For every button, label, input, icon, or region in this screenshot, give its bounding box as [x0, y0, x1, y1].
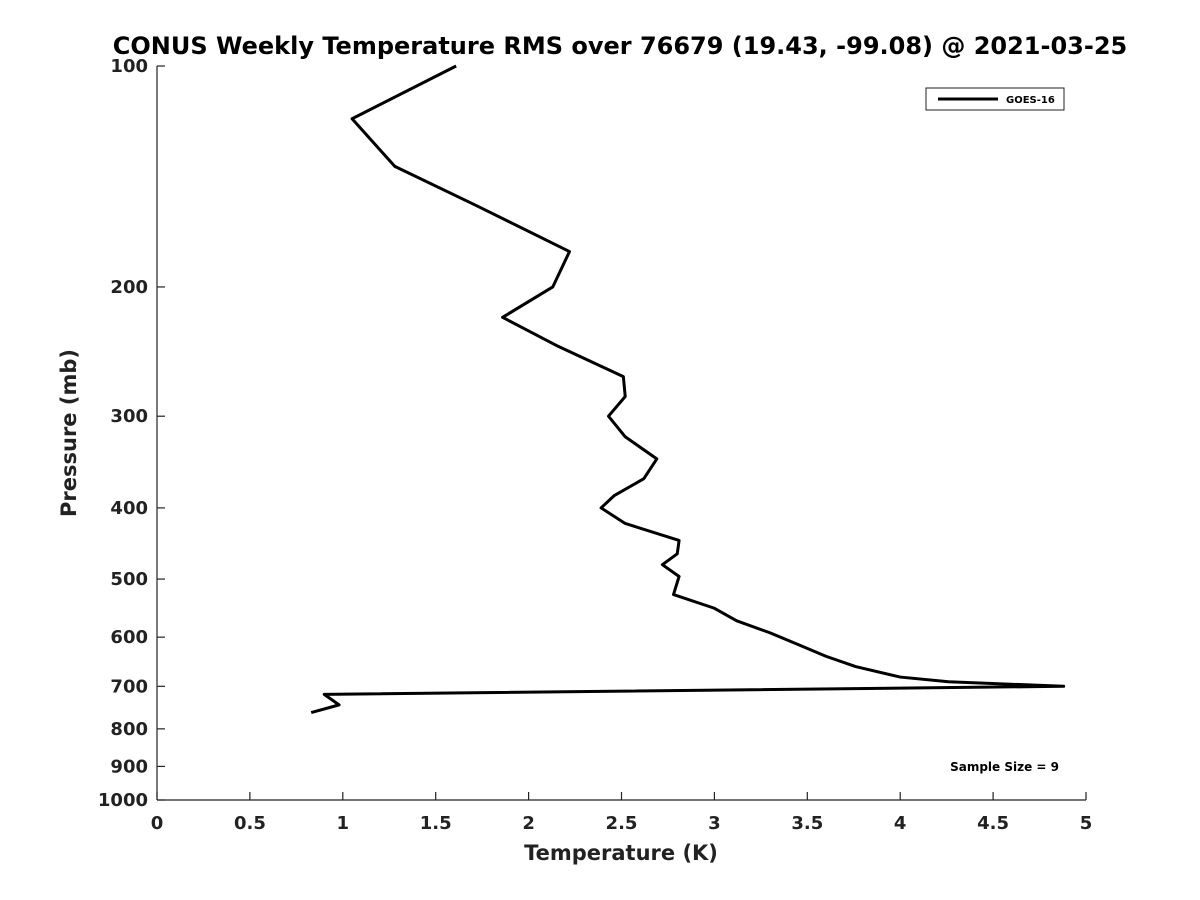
legend: GOES-16: [925, 87, 1065, 111]
y-tick-label-900: 900: [110, 756, 148, 777]
y-axis-label: Pressure (mb): [57, 349, 81, 517]
y-tick-label-800: 800: [110, 719, 148, 740]
x-tick-label-4-5: 4.5: [977, 813, 1009, 834]
x-tick-label-3: 3: [708, 813, 721, 834]
sample-size-annotation: Sample Size = 9: [950, 760, 1059, 774]
y-tick-label-300: 300: [110, 406, 148, 427]
x-axis-label: Temperature (K): [524, 841, 718, 865]
x-tick-label-5: 5: [1080, 813, 1093, 834]
series-line-goes-16: [310, 64, 1066, 714]
series-layer: [310, 64, 1066, 714]
x-tick-label-2-5: 2.5: [606, 813, 638, 834]
x-tick-label-0-5: 0.5: [234, 813, 266, 834]
y-tick-label-700: 700: [110, 676, 148, 697]
legend-label-goes-16: GOES-16: [1006, 95, 1055, 106]
x-tick-label-2: 2: [522, 813, 535, 834]
y-tick-label-400: 400: [110, 498, 148, 519]
y-tick-label-1000: 1000: [98, 790, 148, 811]
x-tick-label-1: 1: [337, 813, 350, 834]
y-tick-label-600: 600: [110, 627, 148, 648]
y-tick-label-100: 100: [110, 56, 148, 77]
x-tick-label-1-5: 1.5: [420, 813, 452, 834]
x-tick-label-0: 0: [151, 813, 164, 834]
chart-title: CONUS Weekly Temperature RMS over 76679 …: [113, 32, 1127, 60]
x-tick-label-3-5: 3.5: [791, 813, 823, 834]
x-tick-label-4: 4: [894, 813, 907, 834]
y-tick-label-200: 200: [110, 277, 148, 298]
y-axis-ticks: 100 200 300 400 500 600 700 800 900 1000: [98, 56, 165, 811]
x-axis-ticks: 0 0.5 1 1.5 2 2.5 3 3.5 4 4.5 5: [151, 792, 1093, 834]
y-tick-label-500: 500: [110, 569, 148, 590]
